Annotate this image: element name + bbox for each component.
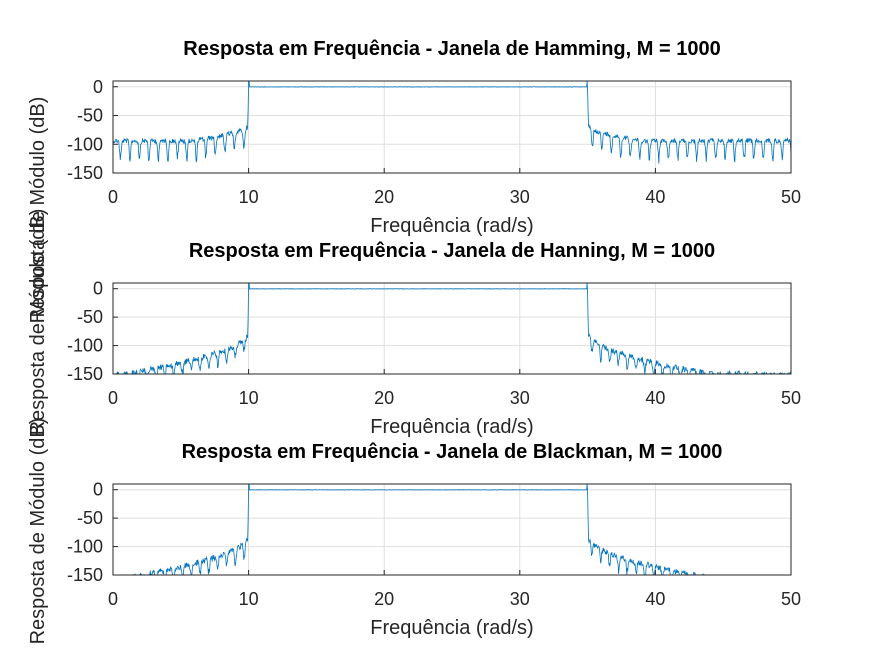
x-tick-label: 0 xyxy=(108,388,118,408)
y-tick-label: -150 xyxy=(67,163,103,183)
x-tick-label: 20 xyxy=(374,187,394,207)
y-tick-label: -50 xyxy=(77,307,103,327)
x-tick-label: 20 xyxy=(374,388,394,408)
x-tick-label: 50 xyxy=(781,388,801,408)
y-axis-label: Resposta de Módulo (dB) xyxy=(27,418,49,645)
x-tick-label: 10 xyxy=(239,589,259,609)
x-tick-label: 50 xyxy=(781,589,801,609)
x-axis-label: Frequência (rad/s) xyxy=(370,416,533,438)
y-tick-label: -100 xyxy=(67,336,103,356)
y-tick-label: -150 xyxy=(67,565,103,585)
chart-title: Resposta em Frequência - Janela de Black… xyxy=(182,441,723,463)
plot-area xyxy=(113,283,791,374)
x-tick-label: 20 xyxy=(374,589,394,609)
x-tick-label: 30 xyxy=(510,187,530,207)
plot-area xyxy=(113,81,791,173)
y-tick-label: -100 xyxy=(67,537,103,557)
y-tick-label: -50 xyxy=(77,508,103,528)
y-axis-label: Resposta de Módulo (dB) xyxy=(27,209,49,436)
chart-title: Resposta em Frequência - Janela de Hanni… xyxy=(189,240,715,262)
y-tick-label: -50 xyxy=(77,106,103,126)
x-axis-label: Frequência (rad/s) xyxy=(370,617,533,639)
x-tick-label: 0 xyxy=(108,187,118,207)
y-tick-label: 0 xyxy=(93,480,103,500)
x-axis-label: Frequência (rad/s) xyxy=(370,215,533,237)
x-tick-label: 50 xyxy=(781,187,801,207)
x-tick-label: 30 xyxy=(510,589,530,609)
chart-title: Resposta em Frequência - Janela de Hammi… xyxy=(183,38,720,60)
x-tick-label: 30 xyxy=(510,388,530,408)
x-tick-label: 10 xyxy=(239,388,259,408)
plot-area xyxy=(113,484,791,575)
x-tick-label: 40 xyxy=(645,388,665,408)
x-tick-label: 10 xyxy=(239,187,259,207)
y-tick-label: -100 xyxy=(67,134,103,154)
x-tick-label: 0 xyxy=(108,589,118,609)
y-tick-label: 0 xyxy=(93,77,103,97)
y-tick-label: 0 xyxy=(93,279,103,299)
x-tick-label: 40 xyxy=(645,589,665,609)
x-tick-label: 40 xyxy=(645,187,665,207)
y-tick-label: -150 xyxy=(67,364,103,384)
